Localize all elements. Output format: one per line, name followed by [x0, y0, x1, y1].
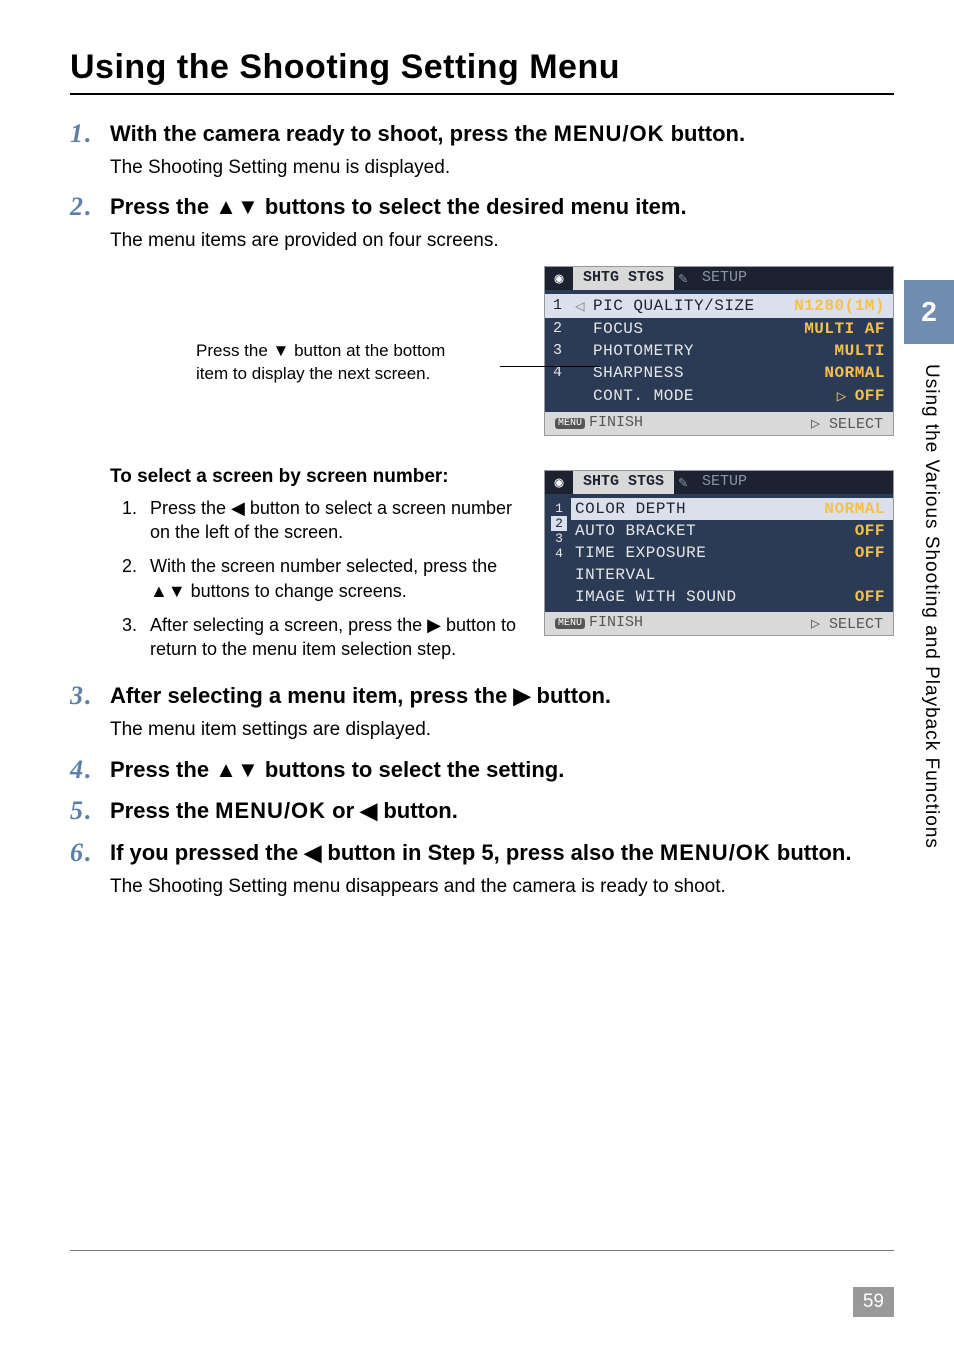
footer-rule [70, 1250, 894, 1251]
menu-row: TIME EXPOSUREOFF [571, 542, 893, 564]
step-number: 2. [70, 192, 90, 220]
step-5: 5. Press the MENU/OK or ◀ button. [70, 796, 894, 826]
page: Using the Shooting Setting Menu 1. With … [0, 0, 954, 1351]
menu-row: 2FOCUSMULTI AF [545, 318, 893, 340]
lcd1-block: Press the ▼ button at the bottom item to… [70, 266, 894, 436]
side-tab: 2 Using the Various Shooting and Playbac… [904, 280, 954, 1050]
step-subtext: The menu item settings are displayed. [110, 717, 894, 743]
tab-active: SHTG STGS [573, 471, 674, 494]
menu-row: IMAGE WITH SOUNDOFF [571, 586, 893, 608]
menu-row: CONT. MODE▷OFF [545, 384, 893, 408]
wrench-icon: ✎ [674, 471, 692, 494]
tab-active: SHTG STGS [573, 267, 674, 290]
step-1: 1. With the camera ready to shoot, press… [70, 119, 894, 180]
step-2: 2. Press the ▲▼ buttons to select the de… [70, 192, 894, 253]
camera-icon: ◉ [545, 471, 573, 494]
lcd-screenshot-1: ◉SHTG STGS✎SETUP 1◁PIC QUALITY/SIZEN1280(… [544, 266, 894, 436]
note-line-2: item to display the next screen. [70, 363, 526, 386]
page-number: 59 [853, 1287, 894, 1317]
step-subtext: The Shooting Setting menu is displayed. [110, 155, 894, 181]
step-number: 5. [70, 796, 90, 824]
step-subtext: The menu items are provided on four scre… [110, 228, 894, 254]
lcd-footer: MENUFINISH▷ SELECT [545, 612, 893, 635]
step-title: Press the MENU/OK or ◀ button. [110, 796, 894, 826]
sub-step: 1. Press the ◀ button to select a screen… [122, 496, 526, 545]
step-number: 4. [70, 755, 90, 783]
step-title: Press the ▲▼ buttons to select the setti… [110, 755, 894, 785]
menu-row: AUTO BRACKETOFF [571, 520, 893, 542]
camera-icon: ◉ [545, 267, 573, 290]
step-4: 4. Press the ▲▼ buttons to select the se… [70, 755, 894, 785]
step-6: 6. If you pressed the ◀ button in Step 5… [70, 838, 894, 899]
menu-row: 3PHOTOMETRYMULTI [545, 340, 893, 362]
sub-step: 3. After selecting a screen, press the ▶… [122, 613, 526, 662]
chapter-title: Using the Various Shooting and Playback … [904, 344, 954, 1050]
step-title: If you pressed the ◀ button in Step 5, p… [110, 838, 894, 868]
step-subtext: The Shooting Setting menu disappears and… [110, 874, 894, 900]
step-number: 6. [70, 838, 90, 866]
screen-number-strip: 1234 [551, 501, 567, 561]
sub-steps-list: 1. Press the ◀ button to select a screen… [122, 496, 526, 662]
step-title: Press the ▲▼ buttons to select the desir… [110, 192, 894, 222]
step-number: 1. [70, 119, 90, 147]
step-title: After selecting a menu item, press the ▶… [110, 681, 894, 711]
leader-line [500, 366, 600, 367]
menu-row: INTERVAL [571, 564, 893, 586]
menu-row: 1◁PIC QUALITY/SIZEN1280(1M) [545, 294, 893, 318]
tab-inactive: SETUP [692, 267, 757, 290]
tab-inactive: SETUP [692, 471, 757, 494]
sub-heading: To select a screen by screen number: [110, 466, 526, 488]
step-title: With the camera ready to shoot, press th… [110, 119, 894, 149]
lcd-footer: MENUFINISH▷ SELECT [545, 412, 893, 435]
menu-row: COLOR DEPTHNORMAL [571, 498, 893, 520]
lcd-tabs: ◉SHTG STGS✎SETUP [545, 471, 893, 494]
step-number: 3. [70, 681, 90, 709]
chapter-number: 2 [904, 280, 954, 344]
step-3: 3. After selecting a menu item, press th… [70, 681, 894, 742]
wrench-icon: ✎ [674, 267, 692, 290]
note-line-1: Press the ▼ button at the bottom [70, 340, 526, 363]
lcd-tabs: ◉SHTG STGS✎SETUP [545, 267, 893, 290]
page-title: Using the Shooting Setting Menu [70, 48, 894, 95]
subprocedure-block: To select a screen by screen number: 1. … [70, 444, 894, 672]
sub-step: 2. With the screen number selected, pres… [122, 554, 526, 603]
lcd-screenshot-2: ◉SHTG STGS✎SETUP 1234COLOR DEPTHNORMALAUT… [544, 470, 894, 636]
